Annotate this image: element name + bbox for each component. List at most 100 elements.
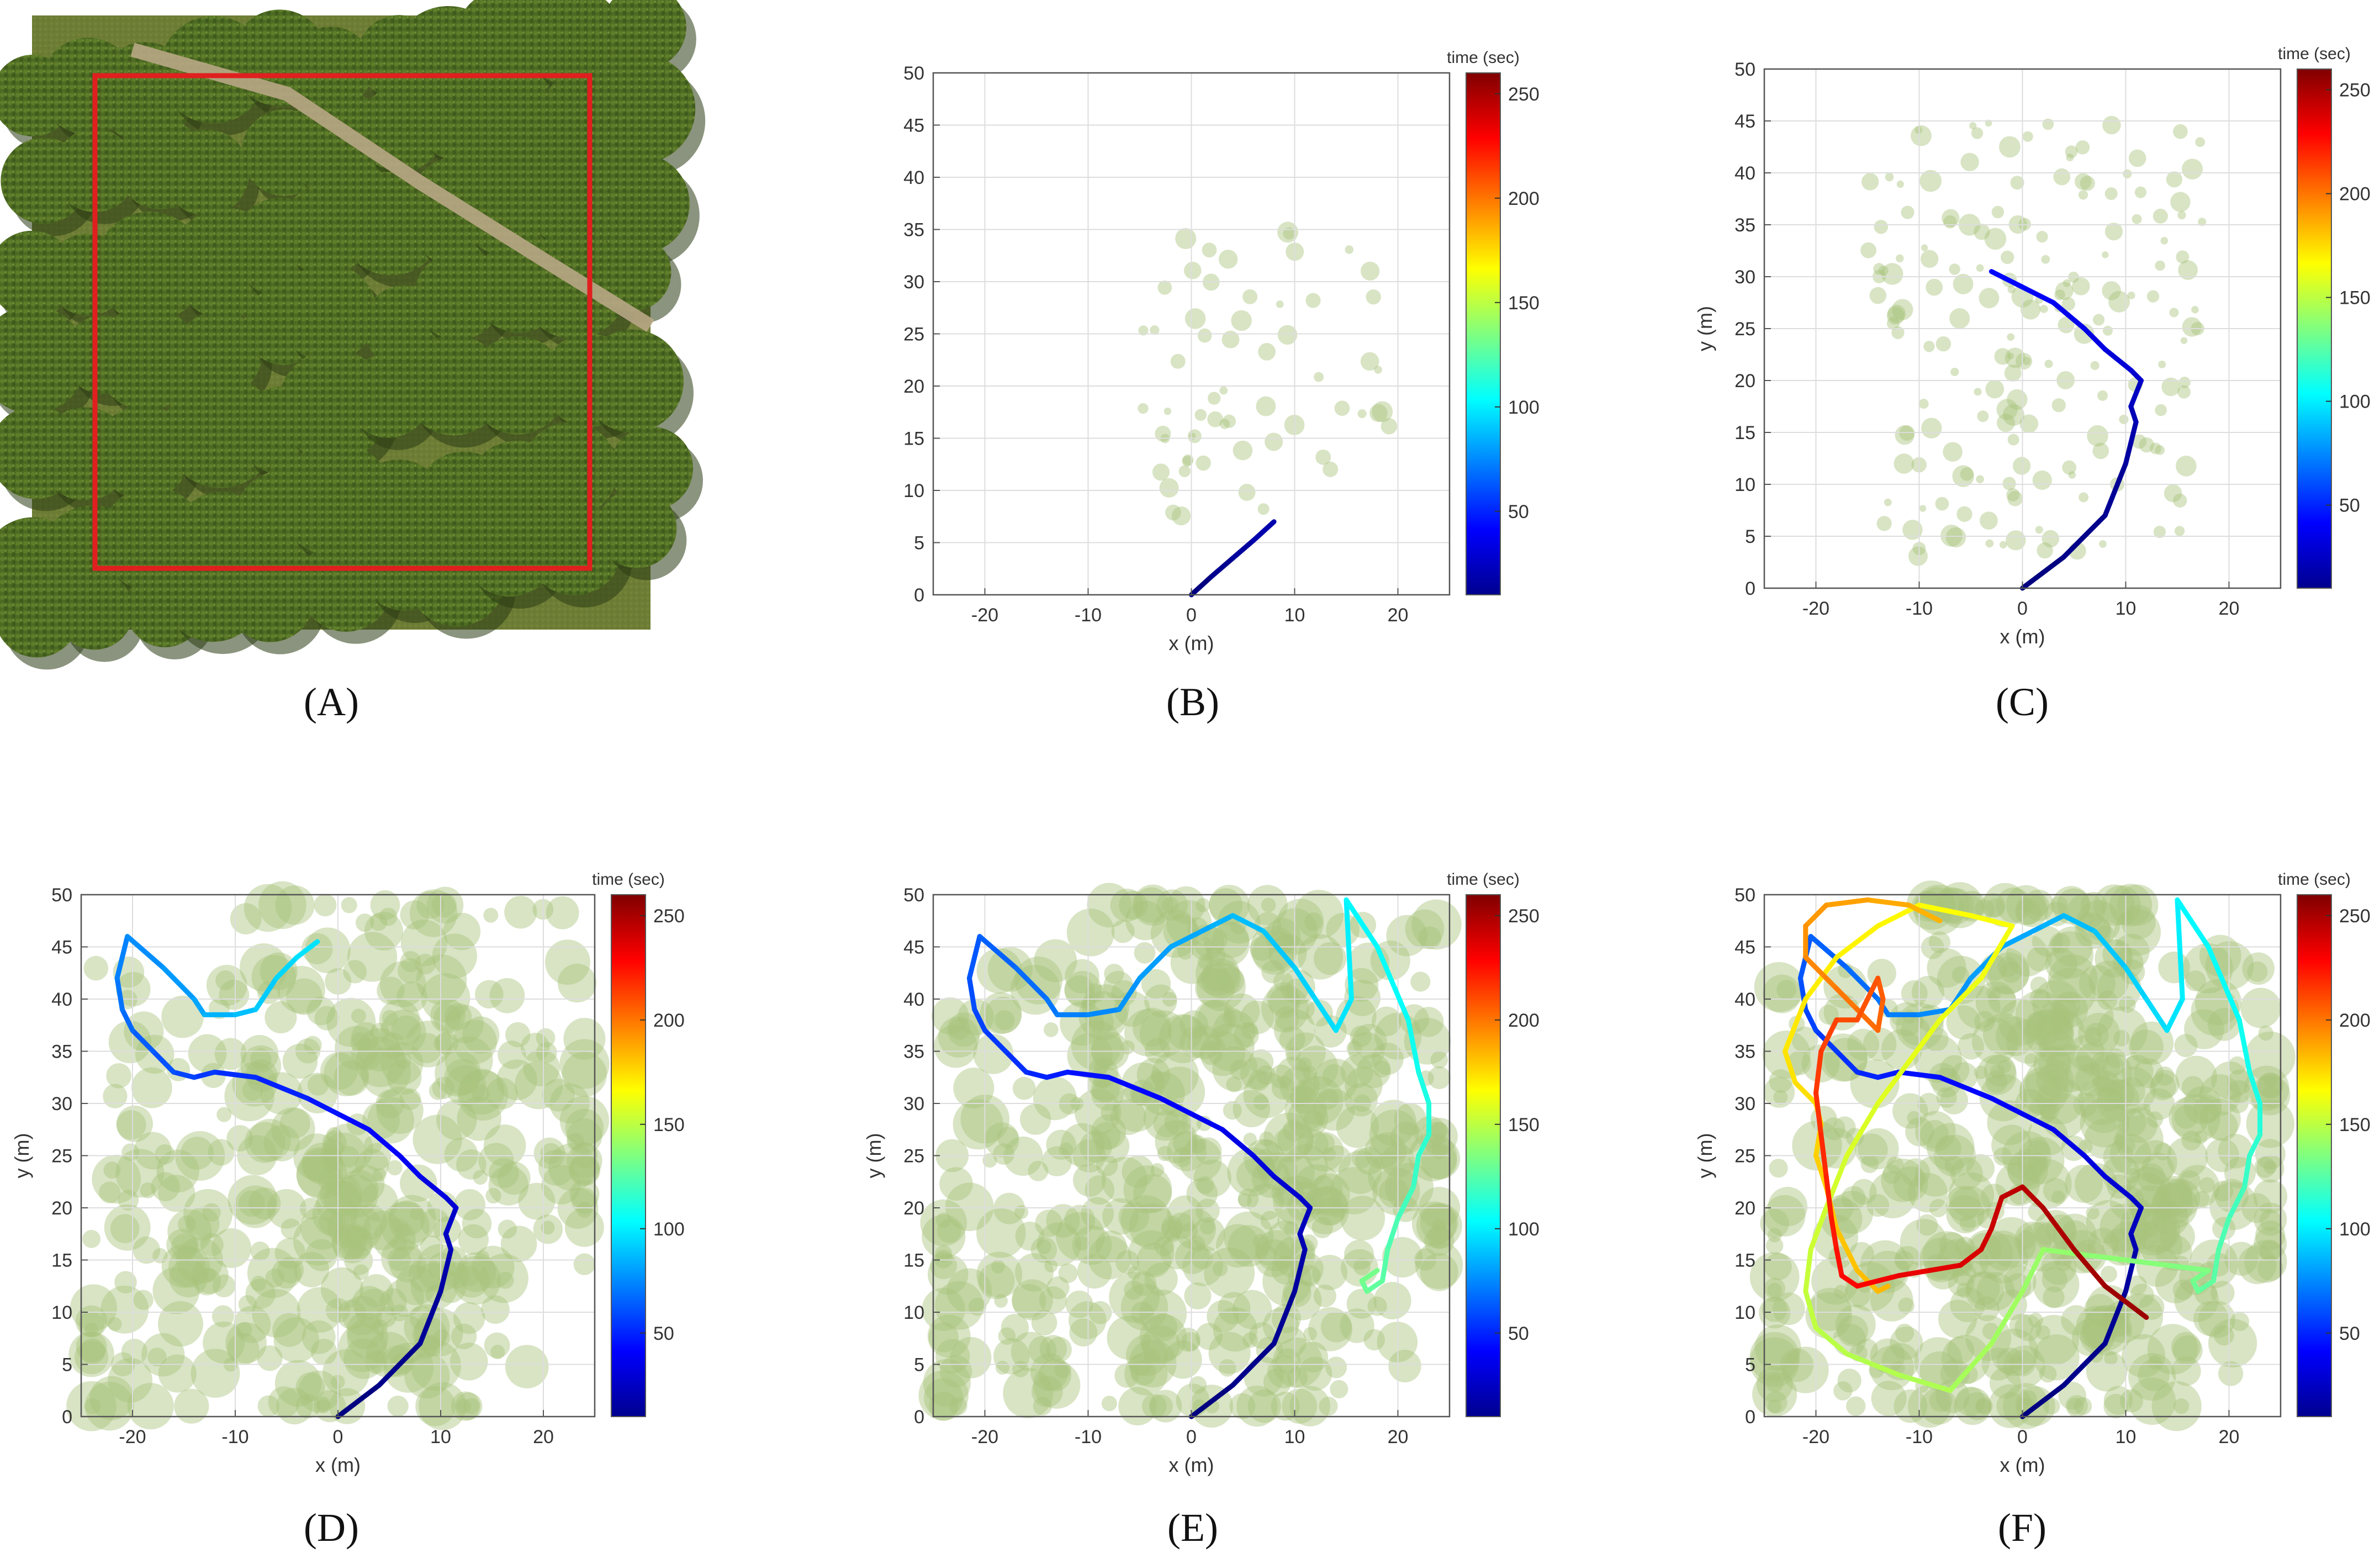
occupancy-blob [1216,1224,1260,1268]
occupancy-blob [215,970,236,990]
occupancy-blob [1167,1195,1203,1232]
occupancy-blob [2014,1314,2042,1341]
occupancy-blob [1936,1087,1957,1108]
occupancy-blob [1213,1307,1257,1352]
occupancy-blob [2025,1057,2075,1107]
y-tick-label: 45 [1734,111,1755,132]
occupancy-blob [1208,392,1221,405]
occupancy-blob [1976,1054,2017,1095]
occupancy-blob [2037,542,2053,559]
trajectory-segment [2226,1184,2247,1221]
occupancy-blob [2174,526,2185,536]
occupancy-blob [1271,1076,1295,1100]
trajectory-segment [1917,902,1974,918]
occupancy-blob [282,1043,318,1079]
occupancy-blob [2048,954,2098,1004]
occupancy-blob [1884,498,1892,506]
trajectory-segment [2082,326,2108,352]
trajectory-segment [1875,1059,1912,1106]
occupancy-blob [1226,1076,1242,1092]
x-tick-label: 20 [533,1427,554,1448]
trajectory-segment [1782,996,1808,1054]
occupancy-blob [1313,1058,1358,1103]
occupancy-blob [2043,1177,2068,1203]
occupancy-blob [302,1320,336,1354]
occupancy-blob [2214,1179,2249,1213]
occupancy-blob [2065,1395,2088,1418]
occupancy-blob [2104,1351,2118,1366]
occupancy-blob [1196,1323,1223,1350]
occupancy-blob [2081,1304,2133,1356]
occupancy-blob [2002,404,2025,426]
trajectory-segment [1818,1132,1829,1179]
occupancy-blob [1754,1324,1801,1371]
occupancy-blob [2135,1207,2181,1253]
colorbar-tick-label: 150 [653,1114,685,1135]
occupancy-blob [2102,251,2109,258]
occupancy-blob [1104,964,1124,984]
occupancy-blob [1348,1032,1385,1069]
occupancy-blob [2005,1273,2032,1300]
occupancy-blob [2129,1029,2164,1065]
occupancy-blob [234,1306,271,1343]
occupancy-blob [1268,933,1307,973]
y-tick-label: 5 [1745,1355,1755,1376]
occupancy-blob [412,1114,462,1164]
occupancy-blob [2006,934,2049,977]
y-tick-label: 40 [1734,989,1755,1010]
occupancy-blob [1946,1195,1985,1234]
colorbar-tick-label: 200 [1508,1010,1540,1031]
occupancy-blob [1340,1196,1385,1241]
occupancy-blob [1317,1088,1339,1110]
y-tick-label: 5 [1745,526,1755,547]
occupancy-blob [2133,1140,2177,1184]
occupancy-blob [2076,900,2121,945]
occupancy-blob [1015,1221,1045,1251]
occupancy-blob [2086,1206,2099,1220]
occupancy-blob [416,891,445,920]
occupancy-blob [1999,136,2021,158]
y-tick-label: 20 [1734,1198,1755,1219]
y-tick-label: 0 [1745,578,1755,599]
occupancy-blob [1058,1263,1078,1283]
trajectory-segment [2242,1153,2252,1190]
trajectory-segment [2123,440,2134,466]
occupancy-blob [312,1191,358,1238]
trajectory-segment [2020,1184,2046,1211]
occupancy-blob [2076,1043,2109,1075]
occupancy-blob [2143,1088,2175,1120]
occupancy-blob [1194,1000,1233,1039]
occupancy-blob [445,1065,486,1107]
occupancy-blob [1974,1296,2000,1322]
colorbar-tick-label: 250 [1508,84,1540,105]
occupancy-blob [2258,1025,2273,1041]
occupancy-blob [1285,978,1309,1002]
occupancy-blob [1882,1165,1902,1184]
trajectory-segment [1803,1007,1818,1033]
occupancy-blob [1151,1051,1199,1098]
occupancy-blob [1943,442,1963,462]
occupancy-blob [490,1345,505,1360]
occupancy-blob [2053,1213,2097,1258]
occupancy-blob [1901,205,1914,219]
occupancy-blob [1181,1223,1198,1240]
occupancy-blob [75,1340,109,1375]
occupancy-blob [1149,1394,1173,1418]
trajectory-segment [150,1049,176,1075]
occupancy-blob [2010,176,2024,190]
occupancy-blob [1345,245,1354,254]
y-tick-label: 50 [903,885,924,906]
occupancy-blob [394,1052,412,1069]
occupancy-blob [421,973,470,1023]
occupancy-blob [2007,333,2015,341]
occupancy-blob [247,1248,298,1298]
occupancy-blob [1249,1049,1274,1075]
occupancy-blob [2132,434,2147,449]
occupancy-blob [2039,1365,2057,1383]
occupancy-blob [339,1169,379,1209]
occupancy-blob [2103,325,2113,336]
trajectory-segment [1379,1247,1390,1283]
occupancy-blob [1895,1323,1914,1343]
